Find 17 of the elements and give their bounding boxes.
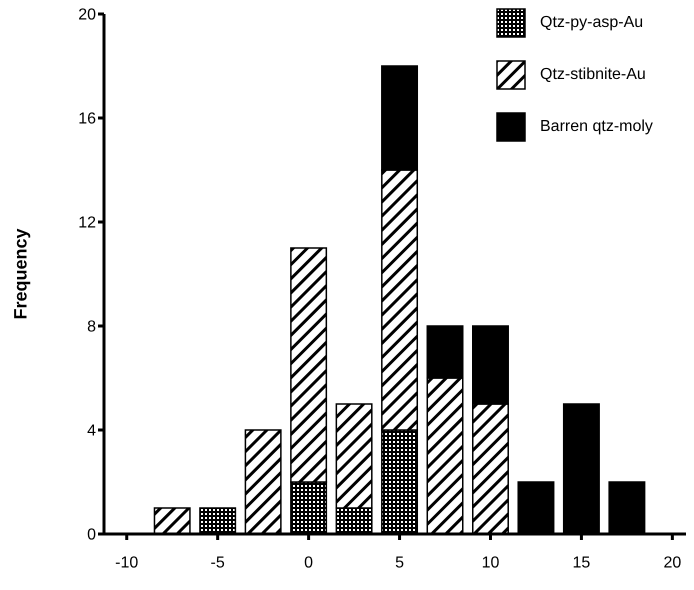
y-tick-label: 12 <box>78 214 96 232</box>
legend-label: Barren qtz-moly <box>540 118 653 136</box>
y-tick-label: 0 <box>87 526 96 544</box>
legend-label: Qtz-py-asp-Au <box>540 14 644 32</box>
x-tick-label: 20 <box>663 554 682 572</box>
y-tick-label: 20 <box>78 6 96 24</box>
legend-label: Qtz-stibnite-Au <box>540 66 646 84</box>
y-tick-label: 8 <box>87 318 96 336</box>
y-tick-label: 16 <box>78 110 96 128</box>
x-tick-label: 15 <box>572 554 590 572</box>
y-axis-title: Frequency <box>10 228 30 320</box>
x-tick-label: -10 <box>115 554 138 572</box>
x-tick-label: 0 <box>304 554 314 572</box>
y-tick-label: 4 <box>87 422 96 440</box>
x-tick-label: 5 <box>395 554 404 572</box>
x-tick-label: -5 <box>210 554 225 572</box>
x-tick-label: 10 <box>482 554 500 572</box>
